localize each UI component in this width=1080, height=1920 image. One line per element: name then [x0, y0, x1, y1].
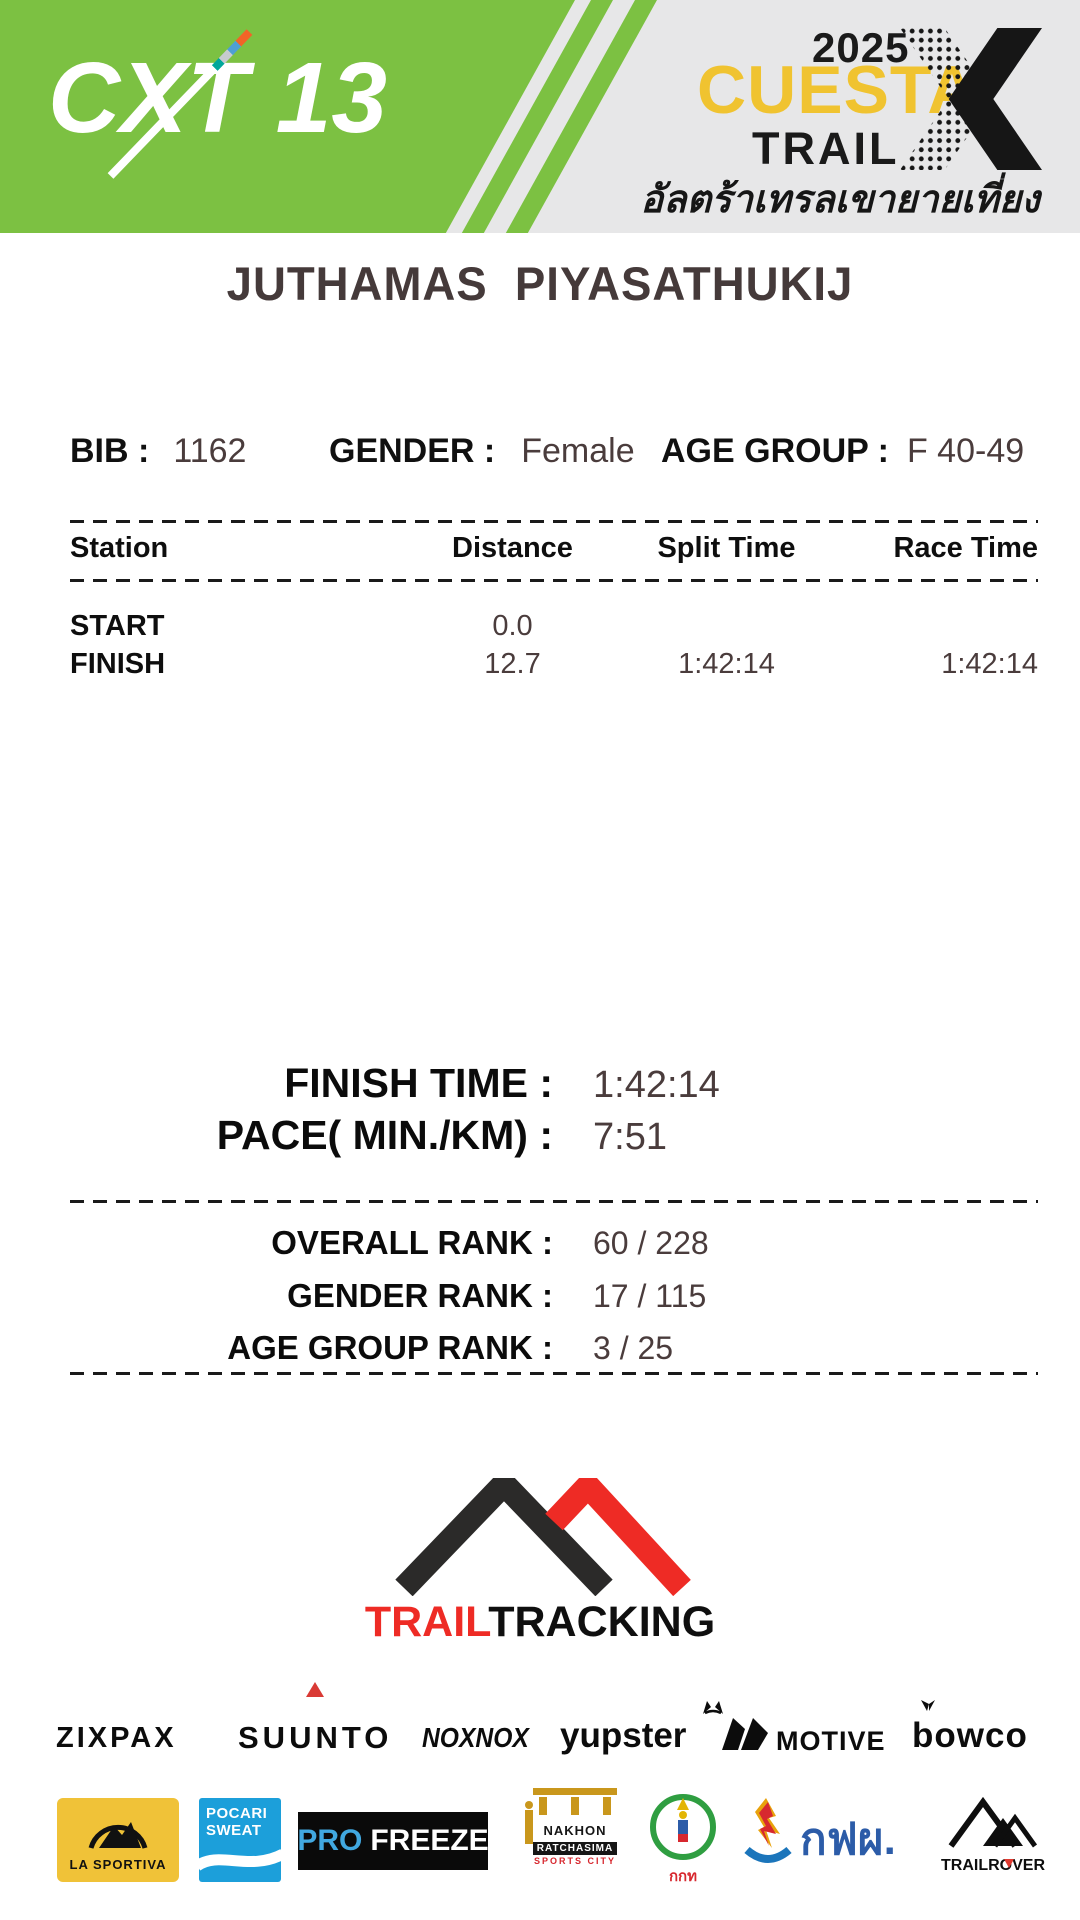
pocari-line1: POCARI: [206, 1805, 268, 1822]
finish-time-value: 1:42:14: [593, 1064, 720, 1106]
trailrover-mountains-icon: [948, 1796, 1038, 1848]
col-distance: Distance: [452, 532, 573, 564]
sat-name: กกท: [668, 1868, 698, 1885]
col-station: Station: [70, 532, 169, 564]
col-split-time: Split Time: [657, 532, 796, 564]
egat-name: กฟผ.: [800, 1815, 896, 1864]
event-name-trail: TRAIL: [752, 123, 900, 174]
split-time-value: 1:42:14: [678, 648, 775, 680]
event-header-banner: CXT 13 2025 CUESTA TRAIL อัลตร้าเทรลเขาย…: [0, 0, 1080, 233]
yupster-cat-icon: [703, 1701, 723, 1715]
overall-rank-label: OVERALL RANK :: [271, 1224, 553, 1261]
event-year: 2025: [812, 24, 910, 71]
sat-crown-icon: [677, 1798, 689, 1810]
pro-freeze-logo: PRO FREEZE: [297, 1812, 489, 1870]
age-group-label: AGE GROUP :: [661, 432, 889, 470]
divider-dashed: [70, 1200, 1038, 1203]
khorat-line1: NAKHON: [543, 1823, 607, 1838]
suunto-logo: SUUNTO: [238, 1720, 393, 1755]
la-sportiva-logo: LA SPORTIVA: [57, 1798, 179, 1882]
gender-group: GENDER : Female: [329, 432, 635, 471]
age-group-rank-label: AGE GROUP RANK :: [227, 1329, 553, 1366]
la-sportiva-name: LA SPORTIVA: [69, 1857, 167, 1872]
splits-table-header: Station Distance Split Time Race Time: [70, 532, 1038, 565]
divider-dashed: [70, 579, 1038, 582]
pro-freeze-pro: PRO: [297, 1824, 363, 1857]
khorat-line3: SPORTS CITY: [533, 1856, 616, 1866]
bowco-logo: bowco: [912, 1716, 1028, 1755]
khorat-statue-icon: [525, 1801, 533, 1844]
pocari-line2: SWEAT: [206, 1821, 262, 1839]
gender-label: GENDER :: [329, 432, 496, 470]
zixpax-logo: ZIXPAX: [56, 1722, 177, 1754]
gender-rank-value: 17 / 115: [593, 1278, 707, 1314]
gender-rank-row: GENDER RANK : 17 / 115: [0, 1277, 1080, 1315]
pace-row: PACE( MIN./KM) : 7:51: [0, 1112, 1080, 1159]
yupster-logo: yupster: [560, 1716, 687, 1755]
gender-rank-label: GENDER RANK :: [287, 1277, 553, 1314]
bib-label: BIB :: [70, 432, 150, 470]
overall-rank-row: OVERALL RANK : 60 / 228: [0, 1224, 1080, 1262]
table-row-start: START 0.0: [70, 610, 1038, 648]
gender-value: Female: [521, 432, 635, 470]
age-group-rank-value: 3 / 25: [593, 1330, 674, 1366]
event-thai-subtitle: อัลตร้าเทรลเขายายเที่ยง: [640, 179, 1040, 221]
age-group-group: AGE GROUP : F 40-49: [661, 432, 1024, 471]
pace-label: PACE( MIN./KM) :: [216, 1112, 553, 1158]
divider-dashed: [70, 1372, 1038, 1375]
motive-icon: [722, 1718, 768, 1750]
trailtracking-wordmark: TRAILTRACKING: [0, 1598, 1080, 1647]
sat-emblem-logo: กกท: [648, 1786, 718, 1886]
bowco-leaf-icon: [921, 1700, 935, 1711]
runner-name: JUTHAMAS PIYASATHUKIJ: [226, 257, 854, 310]
trailtracking-tracking: TRACKING: [488, 1598, 716, 1646]
overall-rank-value: 60 / 228: [593, 1225, 709, 1261]
age-group-rank-row: AGE GROUP RANK : 3 / 25: [0, 1329, 1080, 1367]
trailrover-name: TRAILROVER: [938, 1857, 1048, 1875]
cuesta-x-icon: [900, 28, 1042, 170]
distance-value: 0.0: [492, 610, 533, 642]
finish-time-row: FINISH TIME : 1:42:14: [0, 1060, 1080, 1107]
pocari-sweat-logo: POCARI SWEAT: [199, 1798, 281, 1882]
pace-value: 7:51: [593, 1116, 667, 1158]
trailtracking-trail: TRAIL: [364, 1598, 489, 1646]
splits-table-body: START 0.0 FINISH 12.7 1:42:14 1:42:14: [70, 610, 1038, 686]
pocari-wave-icon: [199, 1849, 281, 1871]
age-group-value: F 40-49: [906, 432, 1025, 470]
la-sportiva-mountain-icon: [88, 1822, 148, 1849]
table-row-finish: FINISH 12.7 1:42:14 1:42:14: [70, 648, 1038, 686]
bib-value: 1162: [173, 432, 247, 470]
distance-value: 12.7: [484, 648, 541, 680]
khorat-line2: RATCHASIMA: [532, 1842, 618, 1855]
sat-figure-icon: [678, 1811, 688, 1842]
station-name: START: [70, 610, 165, 642]
trailrover-red-triangle-icon: [1004, 1859, 1014, 1868]
sat-wreath-icon: [650, 1794, 716, 1860]
runner-info-row: BIB : 1162 GENDER : Female AGE GROUP : F 40…: [70, 432, 1038, 474]
motive-logo: MOTIVE: [776, 1726, 886, 1756]
egat-icon: [744, 1798, 792, 1863]
nakhon-ratchasima-sports-city-logo: NAKHON RATCHASIMA SPORTS CITY: [521, 1786, 629, 1886]
khorat-gate-icon: [533, 1788, 617, 1815]
divider-dashed: [70, 520, 1038, 523]
noxnox-logo: NOXNOX: [422, 1722, 529, 1753]
race-time-value: 1:42:14: [941, 648, 1038, 680]
pro-freeze-freeze: FREEZE: [370, 1824, 489, 1857]
col-race-time: Race Time: [893, 532, 1038, 564]
suunto-triangle-icon: [306, 1682, 324, 1697]
trailrover-logo: TRAILROVER: [938, 1792, 1048, 1884]
finish-time-label: FINISH TIME :: [284, 1060, 553, 1106]
bib-group: BIB : 1162: [70, 432, 246, 471]
station-name: FINISH: [70, 648, 166, 680]
trailtracking-mountain-icon: [395, 1478, 691, 1596]
trailrover-text: TRAILROVER: [941, 1857, 1045, 1874]
